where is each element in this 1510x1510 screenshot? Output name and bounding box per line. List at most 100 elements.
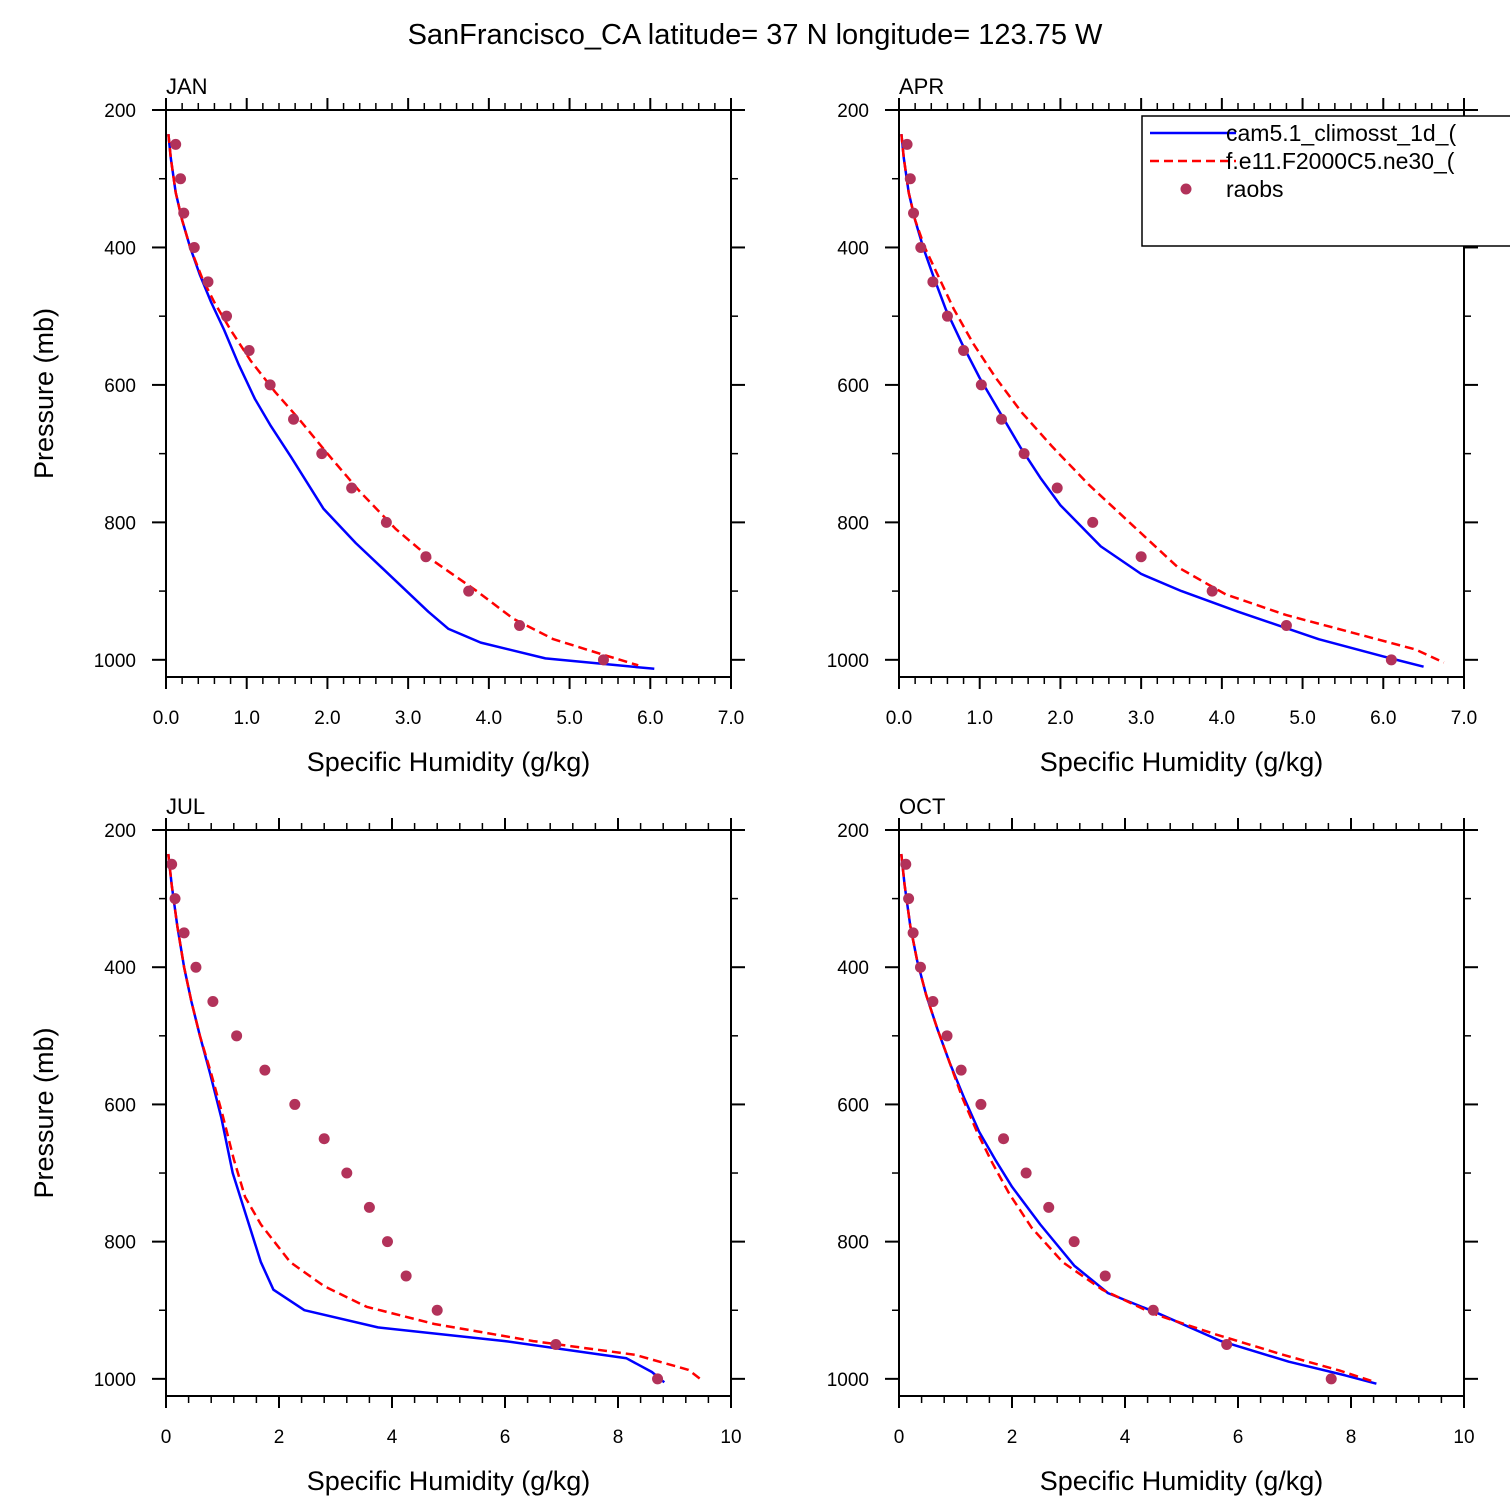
legend-label: raobs bbox=[1226, 176, 1284, 202]
x-tick-label: 0.0 bbox=[153, 708, 179, 729]
x-tick-label: 3.0 bbox=[1128, 708, 1154, 729]
data-point bbox=[381, 1236, 393, 1248]
data-point bbox=[259, 1064, 271, 1076]
y-tick-label: 200 bbox=[104, 101, 136, 122]
data-point bbox=[1221, 1339, 1233, 1351]
y-axis-label: Pressure (mb) bbox=[29, 308, 59, 479]
legend-box bbox=[1141, 115, 1510, 247]
data-point bbox=[900, 858, 912, 870]
x-axis-label: Specific Humidity (g/kg) bbox=[307, 747, 591, 777]
y-tick-label: 200 bbox=[104, 821, 136, 842]
chart-panel-jan: JAN 0.0 1.0 2.0 3.0 4.0 5.0 6.0 7.0 200 400 600 800 1… bbox=[29, 74, 745, 777]
y-tick-label: 1000 bbox=[94, 651, 136, 672]
series-line-f-e11 bbox=[167, 133, 639, 667]
data-point bbox=[243, 345, 255, 357]
x-axis-label: Specific Humidity (g/kg) bbox=[1040, 1466, 1324, 1496]
data-point bbox=[1018, 448, 1030, 460]
data-point bbox=[188, 241, 200, 253]
data-point bbox=[318, 1133, 330, 1145]
x-tick-label: 4.0 bbox=[476, 708, 502, 729]
series-line-f-e11 bbox=[900, 853, 1374, 1383]
data-point bbox=[652, 1373, 664, 1385]
data-point bbox=[190, 961, 202, 973]
series-raobs bbox=[900, 858, 1337, 1385]
panel-title: OCT bbox=[899, 794, 945, 819]
x-axis-label: Specific Humidity (g/kg) bbox=[1040, 747, 1324, 777]
x-tick-label: 0 bbox=[894, 1427, 905, 1448]
chart-panel-jul: JUL 0 2 4 6 8 10 200 400 600 800 1000 Specific Humid… bbox=[29, 794, 745, 1496]
data-point bbox=[941, 310, 953, 322]
plot-frame bbox=[898, 109, 1465, 678]
data-point bbox=[166, 858, 178, 870]
y-tick-label: 800 bbox=[104, 513, 136, 534]
data-point bbox=[514, 619, 526, 631]
x-tick-label: 4.0 bbox=[1209, 708, 1235, 729]
x-tick-label: 6 bbox=[500, 1427, 511, 1448]
data-point bbox=[207, 996, 219, 1008]
data-point bbox=[1099, 1270, 1111, 1282]
y-tick-label: 200 bbox=[837, 821, 869, 842]
data-point bbox=[380, 516, 392, 528]
x-axis-label: Specific Humidity (g/kg) bbox=[307, 1466, 591, 1496]
data-point bbox=[1280, 619, 1292, 631]
legend-label: cam5.1_climosst_1d_( bbox=[1226, 120, 1456, 146]
y-tick-label: 800 bbox=[837, 513, 869, 534]
data-point bbox=[341, 1167, 353, 1179]
x-tick-label: 4 bbox=[387, 1427, 398, 1448]
data-point bbox=[998, 1133, 1010, 1145]
y-tick-label: 400 bbox=[837, 238, 869, 259]
data-point bbox=[927, 276, 939, 288]
plot-frame bbox=[165, 829, 732, 1397]
x-tick-label: 5.0 bbox=[556, 708, 582, 729]
data-point bbox=[288, 413, 300, 425]
data-point bbox=[908, 207, 920, 219]
data-point bbox=[1087, 516, 1099, 528]
y-tick-label: 1000 bbox=[94, 1370, 136, 1391]
y-tick-label: 1000 bbox=[827, 1370, 869, 1391]
data-point bbox=[597, 654, 609, 666]
data-point bbox=[550, 1339, 562, 1351]
data-point bbox=[289, 1098, 301, 1110]
series-line-cam5 bbox=[900, 853, 1377, 1385]
data-point bbox=[1325, 1373, 1337, 1385]
y-axis-label: Pressure (mb) bbox=[29, 1027, 59, 1198]
data-point bbox=[178, 927, 190, 939]
data-point bbox=[400, 1270, 412, 1282]
x-tick-label: 0 bbox=[161, 1427, 172, 1448]
legend-marker bbox=[1180, 183, 1192, 195]
data-point bbox=[941, 1030, 953, 1042]
panel-title: JUL bbox=[166, 794, 205, 819]
series-raobs bbox=[901, 138, 1397, 666]
chart-panel-apr: APR 0.0 1.0 2.0 3.0 4.0 5.0 6.0 7.0 200 400 600 800 1… bbox=[827, 74, 1478, 777]
data-point bbox=[316, 448, 328, 460]
data-point bbox=[202, 276, 214, 288]
data-point bbox=[169, 893, 181, 905]
data-point bbox=[1068, 1236, 1080, 1248]
x-tick-label: 3.0 bbox=[395, 708, 421, 729]
data-point bbox=[463, 585, 475, 597]
x-tick-label: 4 bbox=[1120, 1427, 1131, 1448]
chart-panel-oct: OCT 0 2 4 6 8 10 200 400 600 800 1000 Specific Humid… bbox=[827, 794, 1478, 1496]
x-tick-label: 5.0 bbox=[1289, 708, 1315, 729]
data-point bbox=[221, 310, 233, 322]
y-tick-label: 400 bbox=[837, 958, 869, 979]
plot-frame bbox=[165, 109, 732, 678]
data-point bbox=[904, 173, 916, 185]
x-tick-label: 7.0 bbox=[718, 708, 744, 729]
data-point bbox=[420, 551, 432, 563]
y-tick-label: 600 bbox=[837, 1095, 869, 1116]
data-point bbox=[1051, 482, 1063, 494]
x-tick-label: 2.0 bbox=[314, 708, 340, 729]
x-tick-label: 10 bbox=[1453, 1427, 1474, 1448]
data-point bbox=[927, 996, 939, 1008]
x-tick-label: 2 bbox=[274, 1427, 285, 1448]
y-tick-label: 400 bbox=[104, 958, 136, 979]
y-tick-label: 1000 bbox=[827, 651, 869, 672]
data-point bbox=[975, 1098, 987, 1110]
data-point bbox=[975, 379, 987, 391]
data-point bbox=[903, 893, 915, 905]
figure-title: SanFrancisco_CA latitude= 37 N longitude… bbox=[408, 19, 1103, 51]
plot-frame bbox=[898, 829, 1465, 1397]
